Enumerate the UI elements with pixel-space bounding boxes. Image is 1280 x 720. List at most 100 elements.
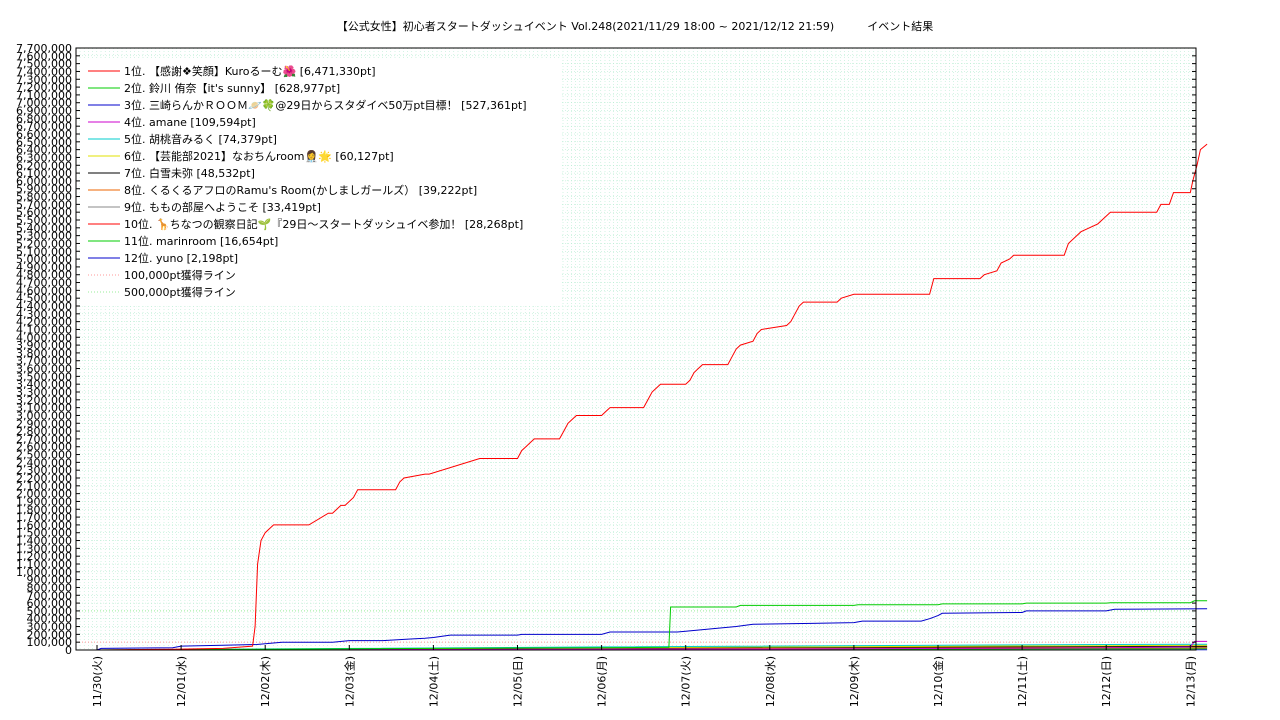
- x-tick-label: 12/03(金): [342, 656, 356, 707]
- y-tick-label: 4,300,000: [16, 308, 72, 321]
- y-tick-label: 2,000,000: [16, 488, 72, 501]
- y-tick-label: 6,500,000: [16, 136, 72, 149]
- y-tick-label: 1,600,000: [16, 519, 72, 532]
- y-tick-label: 1,400,000: [16, 535, 72, 548]
- y-tick-label: 4,700,000: [16, 277, 72, 290]
- y-tick-label: 2,200,000: [16, 472, 72, 485]
- x-tick-label: 12/06(月): [596, 656, 609, 707]
- y-tick-label: 6,400,000: [16, 144, 72, 157]
- y-tick-label: 1,700,000: [16, 511, 72, 524]
- legend-entry: 500,000pt獲得ライン: [124, 286, 236, 299]
- y-tick-label: 5,500,000: [16, 214, 72, 227]
- y-tick-label: 400,000: [27, 613, 73, 626]
- x-tick-label: 12/09(木): [848, 656, 861, 707]
- y-tick-label: 3,400,000: [16, 378, 72, 391]
- y-tick-label: 4,800,000: [16, 269, 72, 282]
- y-tick-label: 900,000: [27, 574, 73, 587]
- y-tick-label: 6,100,000: [16, 167, 72, 180]
- x-tick-label: 11/30(火): [91, 656, 104, 707]
- y-tick-label: 800,000: [27, 581, 73, 594]
- y-tick-label: 3,100,000: [16, 402, 72, 415]
- x-tick-label: 12/10(金): [931, 656, 945, 707]
- reference-lines: [76, 610, 1196, 643]
- plot-frame: [75, 47, 1197, 651]
- y-tick-label: 3,800,000: [16, 347, 72, 360]
- y-tick-label: 7,200,000: [16, 81, 72, 94]
- legend-entry: 3位. 三崎らんかＲＯＯＭ🪐🍀@29日からスタダイベ50万pt目標！ [527,…: [124, 98, 527, 112]
- legend-entry: 100,000pt獲得ライン: [124, 269, 236, 282]
- y-tick-label: 3,000,000: [16, 409, 72, 422]
- y-axis-ticks: 0100,000200,000300,000400,000500,000600,…: [16, 42, 1196, 657]
- y-tick-label: 6,800,000: [16, 112, 72, 125]
- y-tick-label: 7,400,000: [16, 65, 72, 78]
- y-tick-label: 2,300,000: [16, 464, 72, 477]
- y-tick-label: 7,700,000: [16, 42, 72, 55]
- y-tick-label: 7,100,000: [16, 89, 72, 102]
- y-tick-label: 3,600,000: [16, 363, 72, 376]
- y-tick-label: 2,500,000: [16, 449, 72, 462]
- y-tick-label: 1,800,000: [16, 503, 72, 516]
- y-tick-label: 100,000: [27, 636, 73, 649]
- y-tick-label: 1,100,000: [16, 558, 72, 571]
- y-tick-label: 5,600,000: [16, 206, 72, 219]
- x-axis-ticks: 11/30(火) 12/01(水) 12/02(木) 12/03(金) 12/04(土)…: [91, 645, 1197, 707]
- y-tick-label: 6,200,000: [16, 159, 72, 172]
- y-tick-label: 4,500,000: [16, 292, 72, 305]
- y-tick-label: 6,300,000: [16, 151, 72, 164]
- legend-entry: 6位. 【芸能部2021】なおちんroom👩‍⚕️🌟 [60,127pt]: [124, 149, 394, 163]
- y-tick-label: 7,600,000: [16, 50, 72, 63]
- y-tick-label: 200,000: [27, 628, 73, 641]
- y-tick-label: 3,200,000: [16, 394, 72, 407]
- legend-entry: 10位. 🦒ちなつの観察日記🌱『29日〜スタートダッシュイベ参加！ [28,26…: [124, 217, 523, 231]
- chart-title: 【公式女性】初心者スタートダッシュイベント Vol.248(2021/11/29…: [337, 19, 933, 33]
- x-tick-label: 12/05(日): [512, 656, 525, 707]
- y-tick-label: 6,700,000: [16, 120, 72, 133]
- x-tick-label: 12/13(月): [1184, 656, 1197, 707]
- y-tick-label: 5,800,000: [16, 191, 72, 204]
- y-tick-label: 2,700,000: [16, 433, 72, 446]
- legend-entry: 8位. くるくるアフロのRamu's Room(かしましガールズ） [39,22…: [124, 183, 477, 197]
- y-tick-label: 700,000: [27, 589, 73, 602]
- y-tick-label: 3,300,000: [16, 386, 72, 399]
- x-tick-label: 12/07(火): [680, 656, 693, 707]
- y-tick-label: 5,000,000: [16, 253, 72, 266]
- legend-entry: 12位. yuno [2,198pt]: [124, 251, 238, 265]
- legend-entry: 9位. ももの部屋へようこそ [33,419pt]: [124, 200, 321, 214]
- x-tick-label: 12/04(土): [427, 656, 440, 707]
- y-tick-label: 5,200,000: [16, 237, 72, 250]
- y-tick-label: 2,800,000: [16, 425, 72, 438]
- legend-entry: 11位. marinroom [16,654pt]: [124, 234, 278, 248]
- y-tick-label: 3,500,000: [16, 370, 72, 383]
- legend-entry: 7位. 白雪未弥 [48,532pt]: [124, 166, 255, 180]
- x-tick-label: 12/11(土): [1016, 656, 1029, 707]
- y-tick-label: 2,600,000: [16, 441, 72, 454]
- y-tick-label: 7,500,000: [16, 58, 72, 71]
- series-line: [96, 608, 1208, 651]
- y-tick-label: 5,300,000: [16, 230, 72, 243]
- legend-box: [80, 58, 561, 306]
- y-tick-label: 1,900,000: [16, 495, 72, 508]
- y-tick-label: 2,900,000: [16, 417, 72, 430]
- x-tick-label: 12/08(水): [764, 656, 777, 707]
- y-tick-label: 0: [65, 644, 72, 657]
- y-tick-label: 500,000: [27, 605, 73, 618]
- series-line: [96, 143, 1208, 651]
- y-tick-label: 4,000,000: [16, 331, 72, 344]
- y-tick-label: 2,100,000: [16, 480, 72, 493]
- y-tick-label: 6,600,000: [16, 128, 72, 141]
- y-tick-label: 3,700,000: [16, 355, 72, 368]
- y-tick-label: 4,600,000: [16, 284, 72, 297]
- y-tick-label: 4,200,000: [16, 316, 72, 329]
- legend-entry: 4位. amane [109,594pt]: [124, 115, 256, 129]
- y-tick-label: 1,000,000: [16, 566, 72, 579]
- y-tick-label: 5,100,000: [16, 245, 72, 258]
- y-tick-label: 4,900,000: [16, 261, 72, 274]
- y-tick-label: 2,400,000: [16, 456, 72, 469]
- y-tick-label: 1,300,000: [16, 542, 72, 555]
- y-tick-label: 5,400,000: [16, 222, 72, 235]
- y-tick-label: 7,000,000: [16, 97, 72, 110]
- y-tick-label: 4,400,000: [16, 300, 72, 313]
- series-line: [96, 640, 1208, 651]
- y-tick-label: 4,100,000: [16, 323, 72, 336]
